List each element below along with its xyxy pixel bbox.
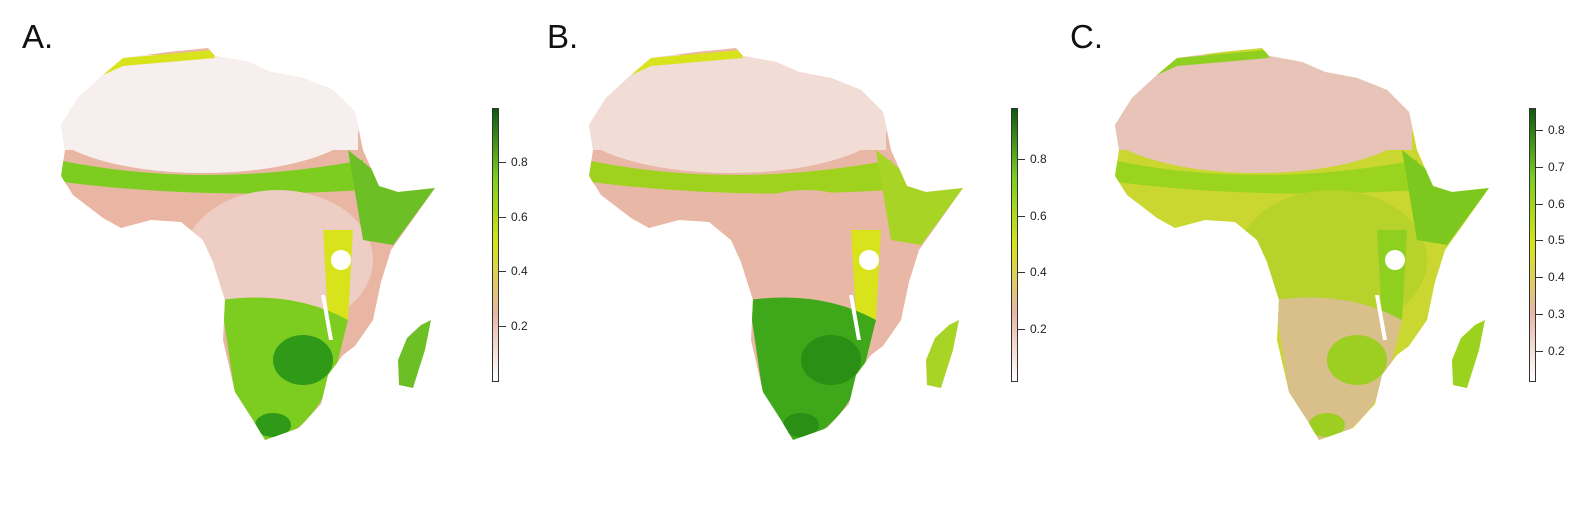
legend-tick — [1018, 329, 1025, 330]
north-coast-band — [629, 50, 743, 76]
legend-tick-label: 0.5 — [1548, 233, 1565, 248]
legend-tick — [1536, 313, 1543, 315]
africa-map — [589, 48, 963, 440]
color-scale-bar — [1529, 108, 1536, 382]
rift-strip — [851, 230, 881, 320]
legend-tick — [499, 271, 506, 273]
north-coast-band — [101, 50, 215, 76]
legend-tick-label: 0.2 — [1030, 322, 1047, 336]
legend-tick — [1018, 215, 1025, 217]
legend-tick-label: 0.8 — [1030, 152, 1047, 166]
legend-tick — [1018, 272, 1025, 274]
panel-label: B. — [547, 18, 579, 55]
legend-tick-label: 0.8 — [511, 155, 528, 170]
legend-tick-label: 0.7 — [1548, 159, 1565, 174]
lake-tanganyika — [321, 295, 333, 340]
lake-victoria — [859, 250, 879, 270]
horn-region — [1402, 150, 1489, 245]
lake-tanganyika — [849, 295, 861, 340]
legend-tick-label: 0.4 — [511, 264, 528, 279]
map-panel-b: B. 0.8 0.6 0.4 0.2 — [525, 0, 1050, 520]
africa-map — [61, 48, 435, 440]
legend-tick-label: 0.2 — [511, 318, 528, 333]
color-legend: 0.8 0.6 0.4 0.2 — [1011, 108, 1071, 383]
legend-tick — [1536, 203, 1543, 205]
cape-region — [783, 413, 819, 437]
cape-region — [1309, 413, 1345, 437]
legend-tick-label: 0.6 — [1030, 208, 1047, 223]
legend-tick — [499, 162, 506, 164]
central-region — [1237, 190, 1427, 330]
legend-tick — [1536, 277, 1543, 279]
madagascar — [398, 320, 431, 388]
central-region — [183, 190, 373, 330]
africa-map — [1115, 48, 1489, 440]
color-legend: 0.8 0.7 0.6 0.5 0.4 0.3 0.2 — [1529, 108, 1576, 383]
legend-tick — [1018, 159, 1025, 160]
legend-tick — [499, 325, 506, 327]
sahel-band — [61, 160, 363, 194]
rift-strip — [1377, 230, 1407, 320]
color-scale-bar — [492, 108, 499, 382]
rift-strip — [323, 230, 353, 320]
legend-tick — [1536, 130, 1543, 132]
legend-tick-label: 0.2 — [1548, 343, 1565, 358]
legend-tick-label: 0.6 — [1548, 196, 1565, 211]
color-scale-bar — [1011, 108, 1018, 382]
legend-tick-label: 0.6 — [511, 209, 528, 224]
horn-region — [876, 150, 963, 245]
map-panel-c: C. 0.8 0.7 0.6 0.5 0.4 0.3 0.2 — [1050, 0, 1575, 520]
madagascar — [926, 320, 959, 388]
lake-tanganyika — [1375, 295, 1387, 340]
panel-label: C. — [1070, 18, 1103, 55]
legend-tick-label: 0.3 — [1548, 306, 1565, 321]
sahel-band — [1115, 160, 1417, 194]
legend-tick — [1536, 166, 1543, 168]
legend-tick — [1536, 240, 1543, 242]
sahel-band — [589, 160, 891, 194]
southern-core — [273, 335, 333, 385]
sahara-region-fill — [589, 55, 886, 150]
madagascar — [1452, 320, 1485, 388]
horn-region — [348, 150, 435, 245]
legend-tick-label: 0.4 — [1030, 265, 1047, 280]
cape-region — [255, 413, 291, 437]
southern-core — [1327, 335, 1387, 385]
sahara-region-fill — [1115, 55, 1412, 150]
central-region — [711, 190, 901, 330]
legend-tick-label: 0.4 — [1548, 270, 1565, 285]
legend-tick-label: 0.8 — [1548, 123, 1565, 138]
legend-tick — [499, 216, 506, 218]
north-coast-band — [1155, 50, 1269, 76]
africa-landmass — [589, 48, 963, 440]
color-legend: 0.8 0.6 0.4 0.2 — [492, 108, 552, 383]
southern-core — [801, 335, 861, 385]
panel-label: A. — [22, 18, 54, 55]
sahara-region-fill — [61, 55, 358, 150]
lake-victoria — [331, 250, 351, 270]
map-panel-a: A. 0.8 0.6 0.4 0.2 — [0, 0, 528, 520]
africa-landmass — [1115, 48, 1489, 440]
africa-landmass — [61, 48, 435, 440]
lake-victoria — [1385, 250, 1405, 270]
legend-tick — [1536, 350, 1543, 352]
